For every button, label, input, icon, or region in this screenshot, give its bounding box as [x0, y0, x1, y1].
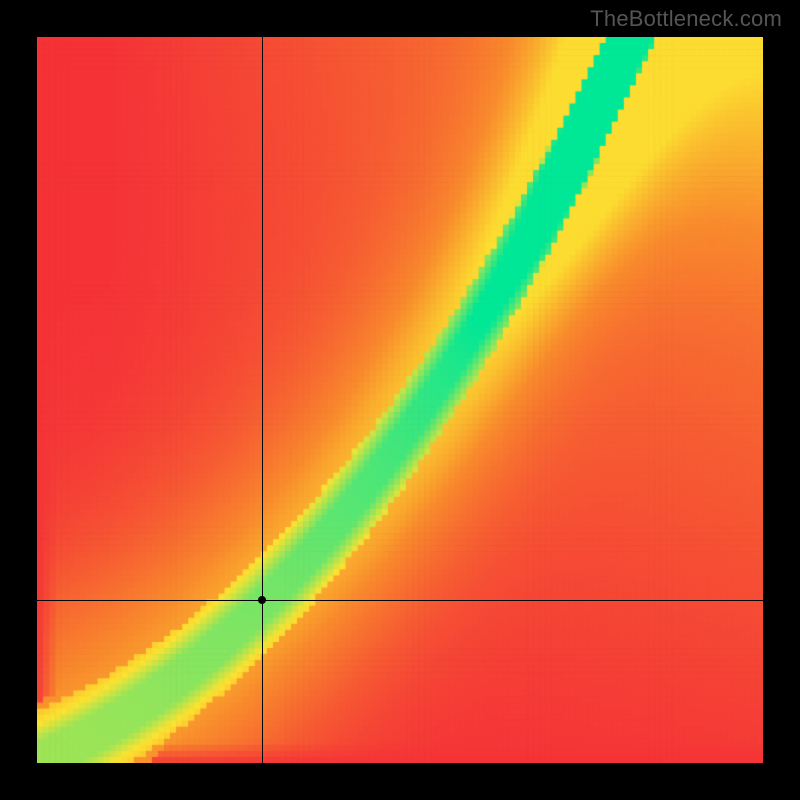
chart-container: TheBottleneck.com: [0, 0, 800, 800]
plot-area: [37, 37, 763, 763]
marker-dot: [258, 596, 266, 604]
heatmap-canvas: [37, 37, 763, 763]
crosshair-horizontal: [37, 600, 763, 601]
crosshair-vertical: [262, 37, 263, 763]
watermark-text: TheBottleneck.com: [590, 6, 782, 32]
